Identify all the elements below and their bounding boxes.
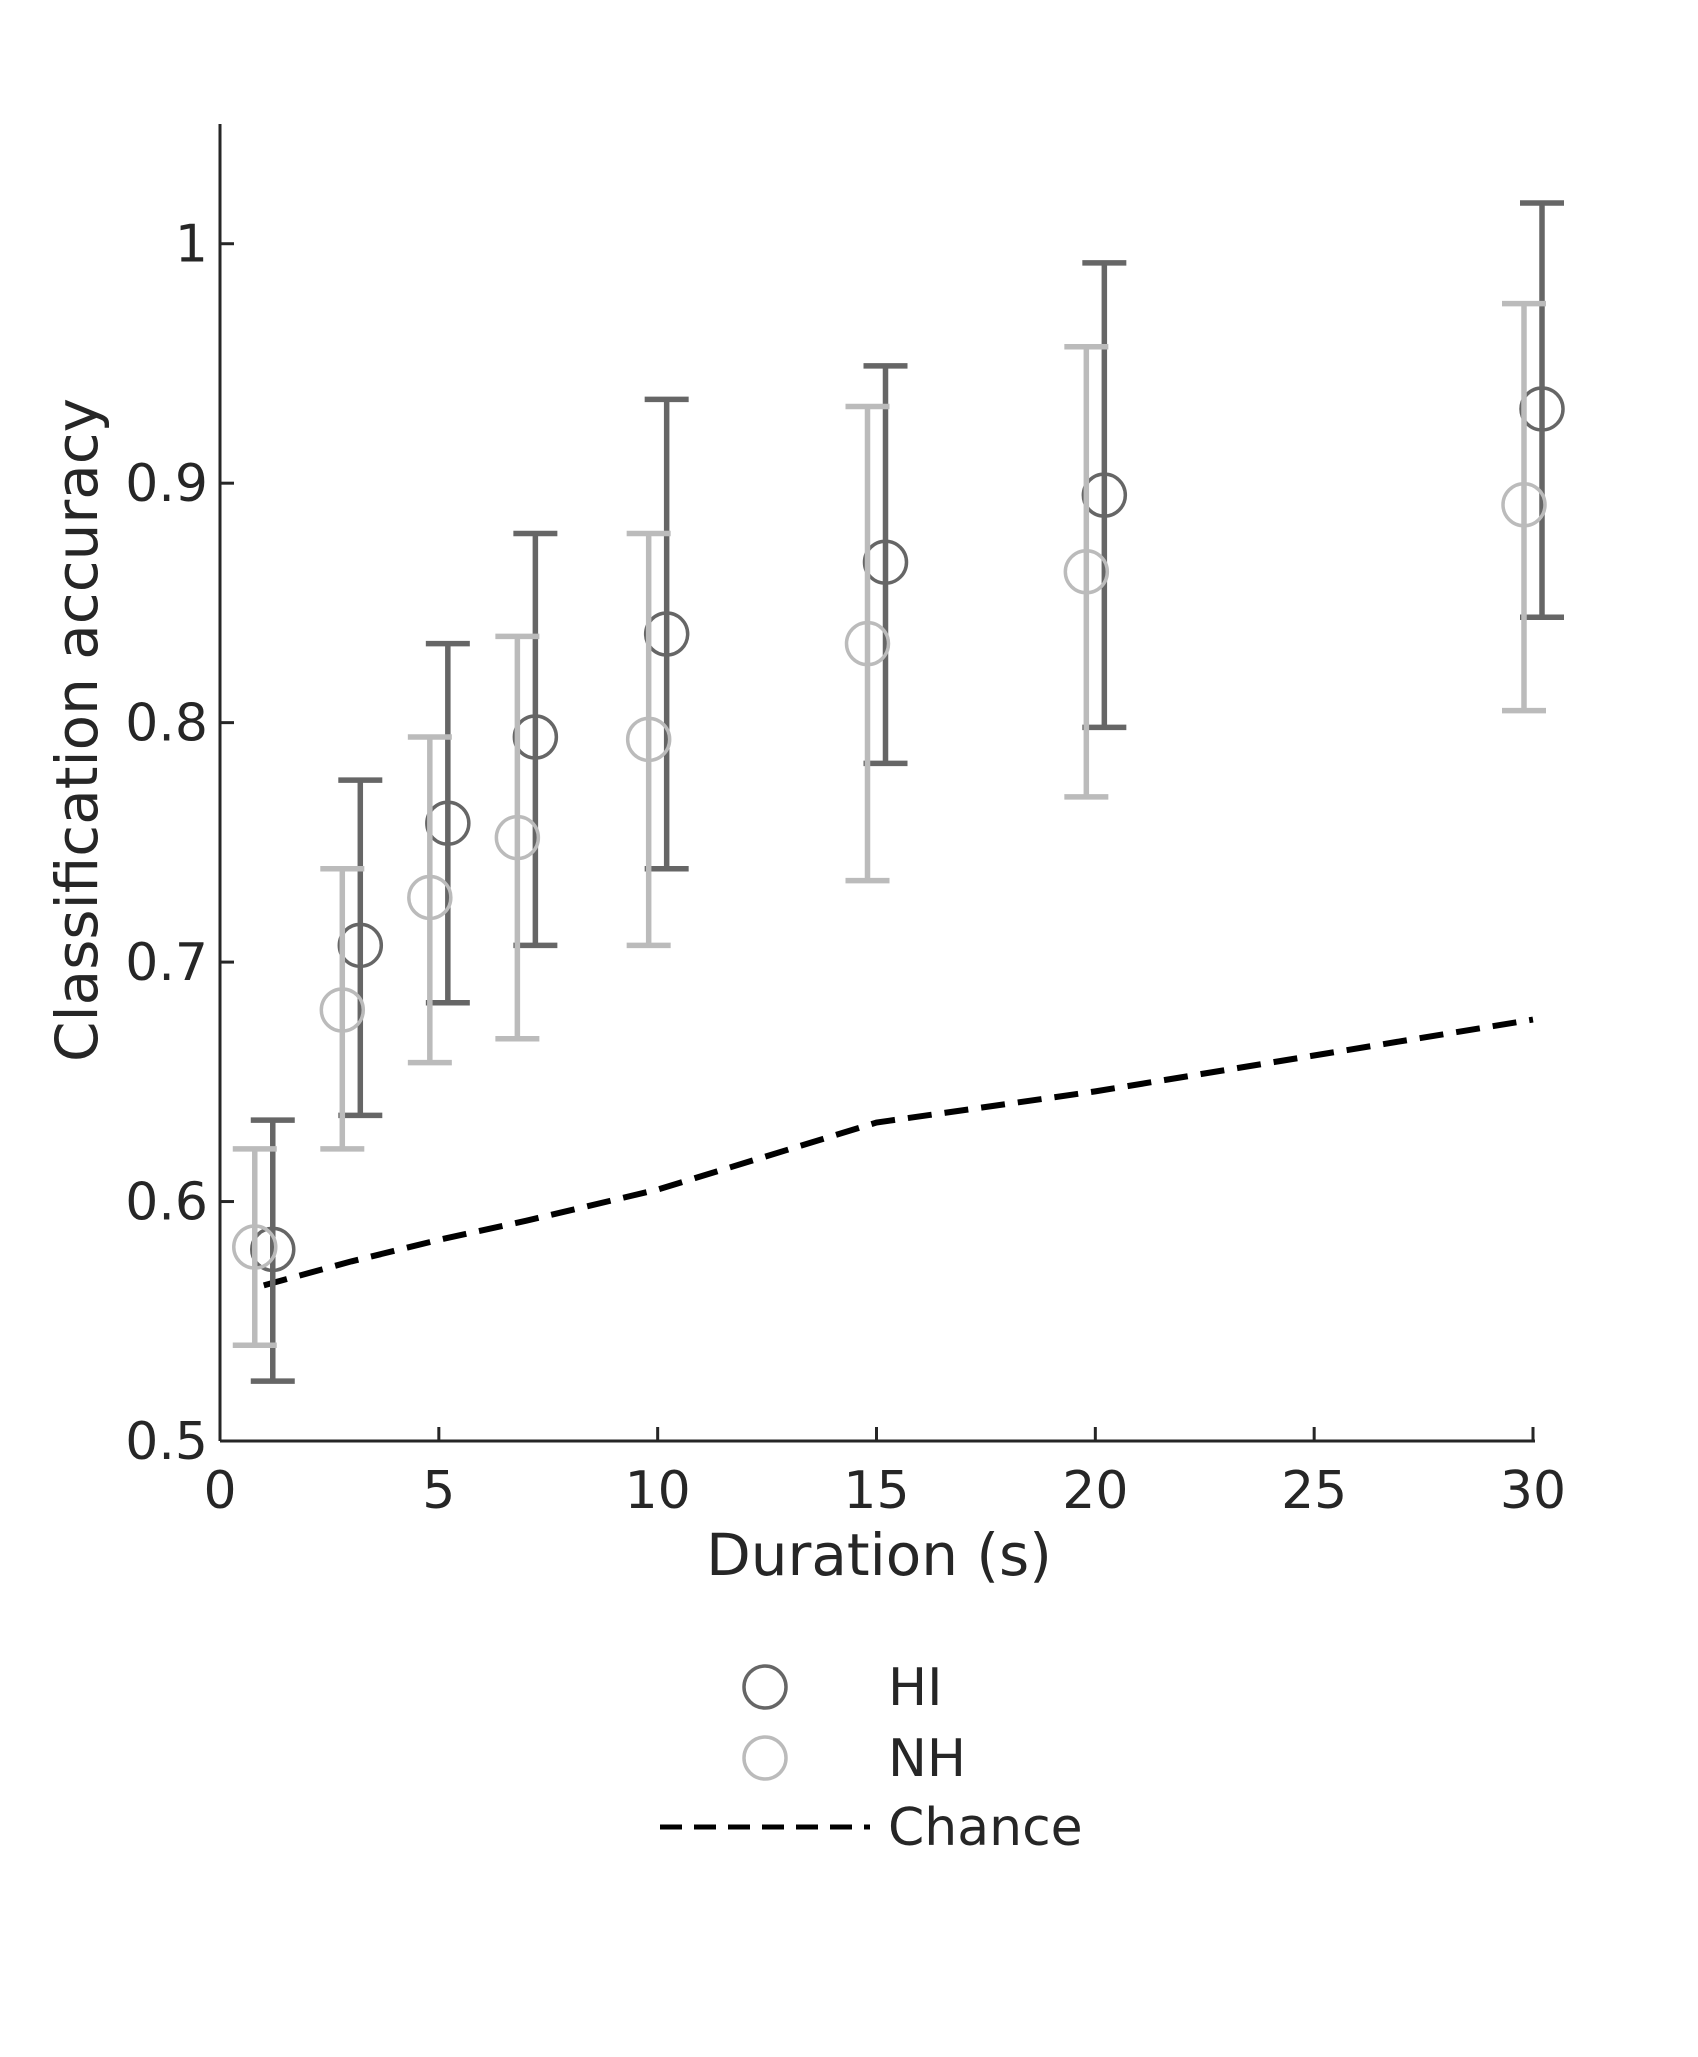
hi-data-point xyxy=(1519,386,1565,432)
hi-data-point xyxy=(643,611,690,657)
nh-data-point xyxy=(232,1224,278,1270)
nh-data-point xyxy=(407,874,453,921)
hi-data-point xyxy=(337,922,384,969)
nh-error-bar xyxy=(1502,300,1546,714)
series-hi xyxy=(250,200,1565,1384)
x-ticks: 0 5 10 15 20 25 30 xyxy=(203,1427,1566,1521)
y-ticks: 0.5 0.6 0.7 0.8 0.9 1 xyxy=(125,215,234,1472)
y-tick-label: 0.5 xyxy=(125,1412,208,1472)
x-tick-label: 5 xyxy=(422,1461,455,1521)
hi-data-point xyxy=(1081,472,1128,518)
nh-error-bar xyxy=(1064,343,1109,800)
series-nh xyxy=(232,300,1547,1348)
hi-data-point xyxy=(512,714,559,760)
y-tick-label: 1 xyxy=(175,215,208,275)
nh-data-point xyxy=(319,987,366,1033)
chance-line-layer xyxy=(262,1016,1534,1289)
nh-data-point xyxy=(625,716,672,763)
hi-error-bar xyxy=(338,777,383,1119)
hi-error-bar xyxy=(863,363,908,767)
hi-error-bar xyxy=(1082,260,1127,731)
hi-error-bar xyxy=(1520,200,1564,621)
nh-error-bar xyxy=(495,633,540,1042)
legend-chance-label: Chance xyxy=(888,1798,1083,1858)
x-tick-label: 10 xyxy=(625,1461,691,1521)
x-tick-label: 20 xyxy=(1062,1461,1128,1521)
series-layer xyxy=(232,200,1565,1384)
nh-error-bar xyxy=(845,403,890,884)
x-axis-title: Duration (s) xyxy=(706,1521,1052,1589)
legend: HI NH Chance xyxy=(660,1658,1083,1858)
nh-data-point xyxy=(1063,549,1110,595)
legend-hi-marker xyxy=(742,1664,788,1710)
nh-error-bar xyxy=(320,865,365,1152)
y-tick-label: 0.9 xyxy=(125,454,208,514)
hi-error-bar xyxy=(644,396,689,872)
hi-error-bar xyxy=(513,530,558,949)
y-tick-label: 0.7 xyxy=(125,933,208,993)
x-tick-label: 30 xyxy=(1500,1461,1566,1521)
nh-error-bar xyxy=(232,1146,277,1348)
hi-data-point xyxy=(862,539,909,585)
legend-nh-label: NH xyxy=(888,1729,966,1789)
x-tick-label: 25 xyxy=(1281,1461,1347,1521)
plot-area: 0 5 10 15 20 25 30 0.5 0.6 0.7 0.8 0.9 1 xyxy=(125,124,1566,1521)
y-tick-label: 0.6 xyxy=(125,1173,208,1233)
nh-data-point xyxy=(494,814,541,861)
x-tick-label: 15 xyxy=(843,1461,909,1521)
legend-hi-label: HI xyxy=(888,1658,942,1718)
legend-nh-marker xyxy=(742,1735,788,1781)
nh-data-point xyxy=(1501,481,1547,528)
hi-error-bar xyxy=(425,640,470,1006)
y-axis-title: Classification accuracy xyxy=(43,398,111,1062)
hi-data-point xyxy=(250,1226,296,1273)
nh-error-bar xyxy=(407,734,452,1066)
nh-error-bar xyxy=(626,530,671,949)
hi-data-point xyxy=(425,800,471,846)
nh-data-point xyxy=(844,620,891,667)
chance-line xyxy=(262,1016,1534,1289)
y-tick-label: 0.8 xyxy=(125,694,208,754)
hi-error-bar xyxy=(250,1117,295,1384)
x-tick-label: 0 xyxy=(203,1461,236,1521)
